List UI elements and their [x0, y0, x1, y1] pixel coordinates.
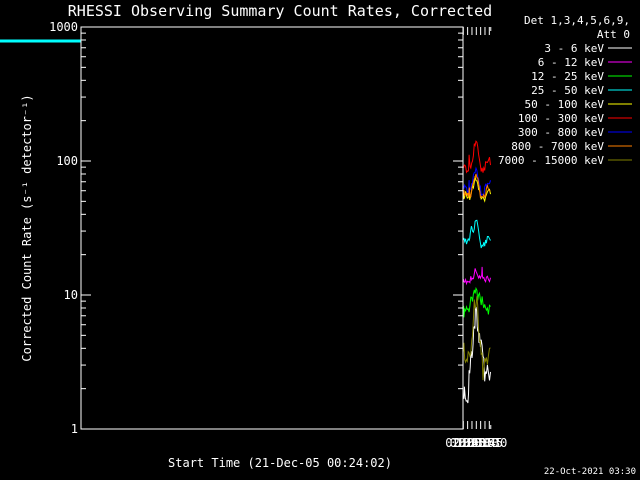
legend-label: 25 - 50 keV: [531, 84, 604, 97]
y-tick-label: 100: [56, 154, 78, 168]
legend-label: 800 - 7000 keV: [511, 140, 604, 153]
series-line: [463, 166, 491, 198]
chart-title: RHESSI Observing Summary Count Rates, Co…: [68, 2, 492, 20]
legend-label: 300 - 800 keV: [518, 126, 604, 139]
legend-label: 7000 - 15000 keV: [498, 154, 604, 167]
legend-label: 3 - 6 keV: [544, 42, 604, 55]
legend-header-line-2: Att 0: [597, 28, 630, 41]
series-line: [463, 140, 491, 174]
series-line: [463, 173, 491, 199]
x-tick-label: 00:30: [471, 436, 507, 450]
legend-header-line-1: Det 1,3,4,5,6,9,: [524, 14, 630, 27]
x-tick-label: 01:00: [463, 436, 499, 450]
x-tick-label: 01:15: [458, 436, 494, 450]
legend-label: 50 - 100 keV: [525, 98, 605, 111]
legend-label: 12 - 25 keV: [531, 70, 604, 83]
legend-label: 6 - 12 keV: [538, 56, 605, 69]
y-tick-label: 10: [64, 288, 78, 302]
y-axis: 1 10 100 1000: [49, 20, 463, 436]
series-line: [463, 306, 491, 404]
x-tick-label: 01:45: [450, 436, 486, 450]
generation-timestamp: 22-Oct-2021 03:30: [544, 467, 636, 477]
x-axis-label: Start Time (21-Dec-05 00:24:02): [168, 456, 392, 470]
y-axis-label: Corrected Count Rate (s⁻¹ detector⁻¹): [20, 94, 34, 361]
plot-frame: [80, 26, 464, 430]
series-line: [463, 219, 491, 249]
series-line: [463, 266, 491, 286]
y-tick-label: 1: [71, 422, 78, 436]
x-tick-label: 02:00: [445, 436, 481, 450]
x-tick-label: 00:45: [467, 436, 503, 450]
x-tick-label: 01:30: [454, 436, 490, 450]
series-lines: [463, 140, 491, 404]
series-line: [463, 286, 491, 318]
legend-label: 100 - 300 keV: [518, 112, 604, 125]
series-line: [463, 296, 491, 381]
y-tick-label: 1000: [49, 20, 78, 34]
